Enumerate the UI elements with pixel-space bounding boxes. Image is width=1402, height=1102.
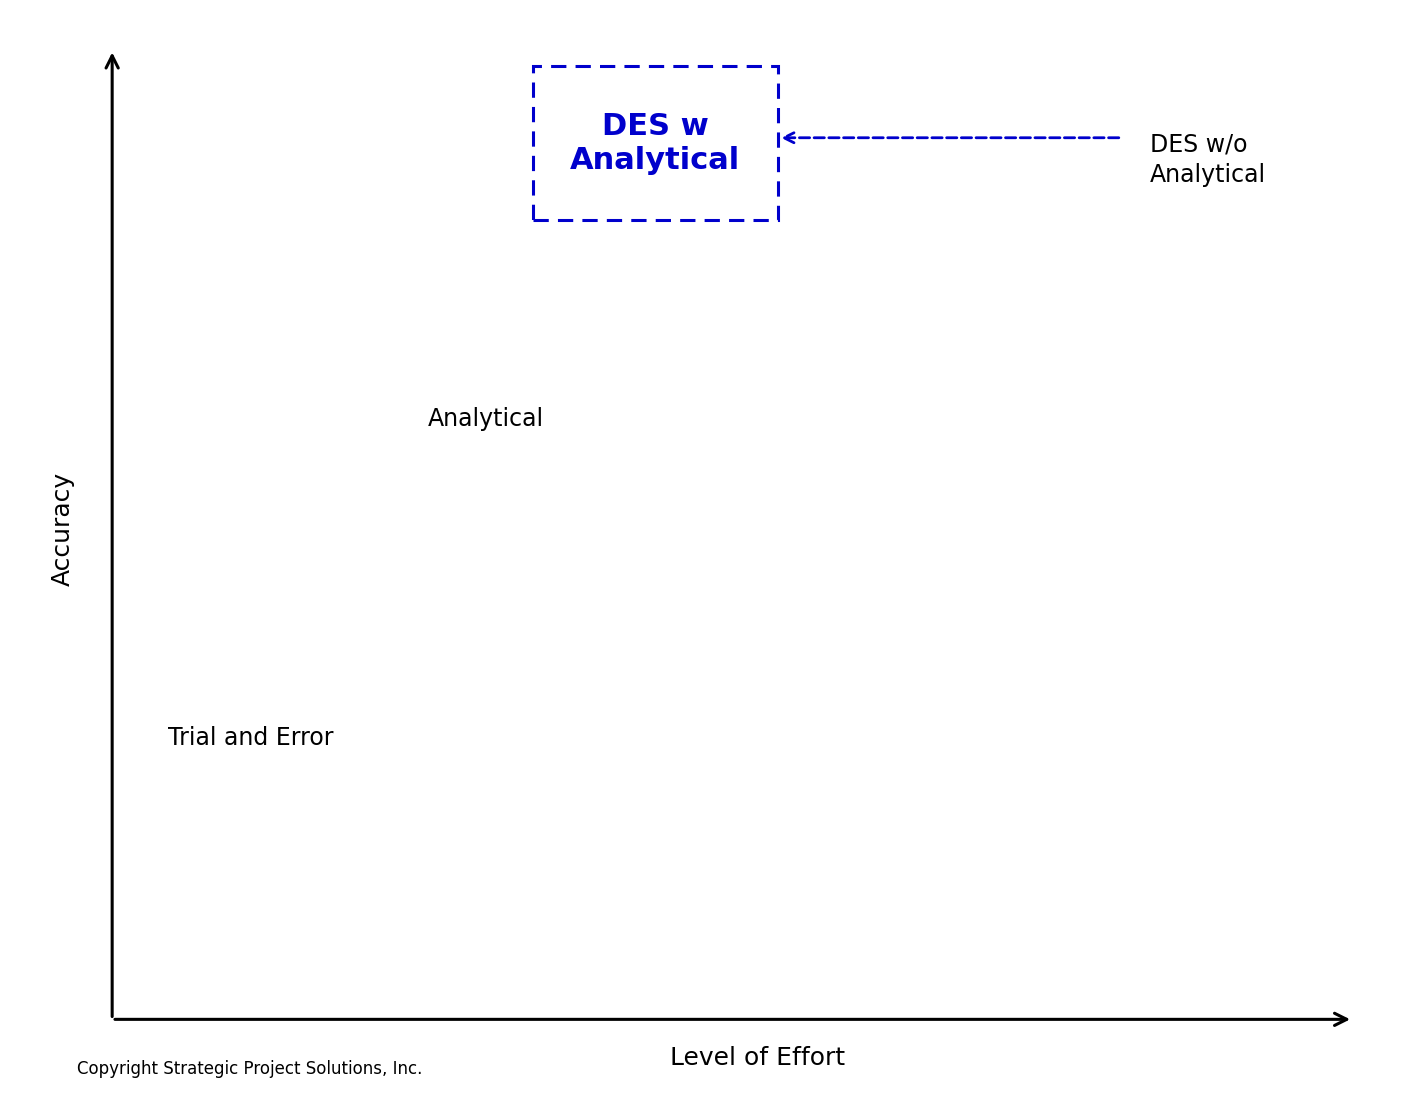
Text: DES w
Analytical: DES w Analytical xyxy=(571,112,740,174)
Text: Trial and Error: Trial and Error xyxy=(168,726,334,750)
FancyBboxPatch shape xyxy=(533,66,778,220)
Text: Analytical: Analytical xyxy=(428,407,544,431)
Text: DES w/o
Analytical: DES w/o Analytical xyxy=(1150,133,1266,186)
Text: Level of Effort: Level of Effort xyxy=(670,1046,844,1070)
Text: Accuracy: Accuracy xyxy=(50,472,76,586)
Text: Copyright Strategic Project Solutions, Inc.: Copyright Strategic Project Solutions, I… xyxy=(77,1060,422,1078)
